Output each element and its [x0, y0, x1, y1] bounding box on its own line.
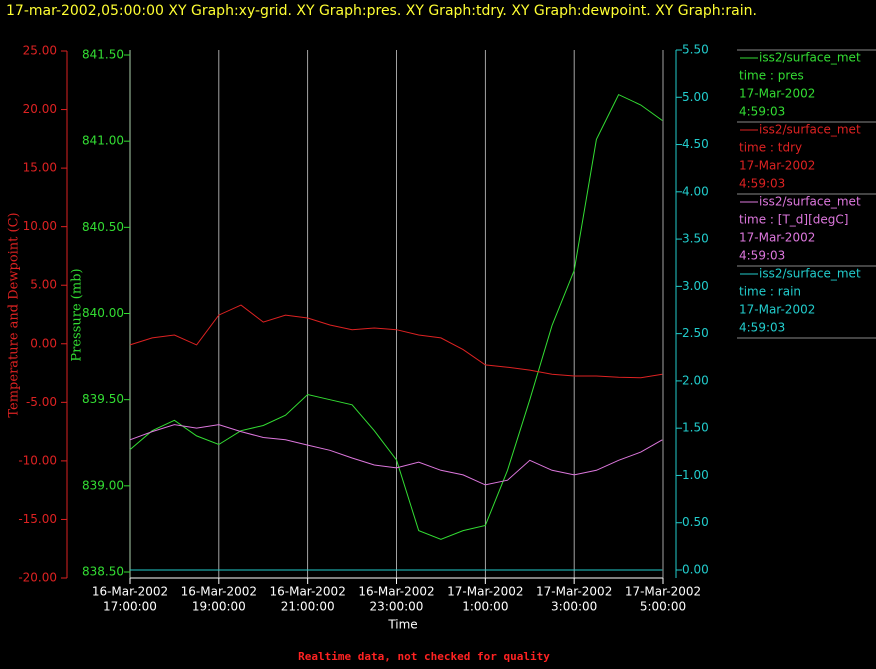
y-tick-label: 20.00: [23, 102, 57, 116]
legend-entry: time : tdry: [739, 141, 802, 155]
x-tick-label: 16-Mar-2002: [269, 585, 345, 599]
y-tick-label: 1.00: [682, 468, 709, 482]
x-tick-label: 16-Mar-2002: [181, 585, 257, 599]
y-tick-label: 5.50: [682, 43, 709, 57]
legend-entry: 17-Mar-2002: [739, 159, 815, 173]
legend-entry: 4:59:03: [739, 321, 785, 335]
y-tick-label: 2.50: [682, 326, 709, 340]
footnote: Realtime data, not checked for quality: [298, 650, 550, 663]
x-axis-label: Time: [387, 618, 417, 632]
y-tick-label: 5.00: [30, 278, 57, 292]
y-tick-label: 838.50: [82, 565, 124, 579]
series-line: [129, 424, 663, 486]
legend-entry: time : pres: [739, 69, 804, 83]
y-tick-label: 839.00: [82, 478, 124, 492]
legend-entry: iss2/surface_met: [759, 195, 861, 209]
y-tick-label: 839.50: [82, 392, 124, 406]
legend-entry: 4:59:03: [739, 105, 785, 119]
y-tick-label: -5.00: [26, 395, 57, 409]
legend-entry: iss2/surface_met: [759, 267, 861, 281]
y-tick-label: 5.00: [682, 90, 709, 104]
y-tick-label: 4.00: [682, 184, 709, 198]
y-tick-label: 841.00: [82, 134, 124, 148]
y-tick-label: 10.00: [23, 219, 57, 233]
y-tick-label: 0.00: [682, 563, 709, 577]
y-tick-label: 0.50: [682, 515, 709, 529]
y-tick-label: 0.00: [30, 336, 57, 350]
y-tick-label: 2.00: [682, 373, 709, 387]
y-tick-label: 3.00: [682, 279, 709, 293]
legend-entry: iss2/surface_met: [759, 123, 861, 137]
y-tick-label: 25.00: [23, 44, 57, 58]
x-tick-label: 17-Mar-2002: [625, 585, 701, 599]
x-tick-label: 21:00:00: [281, 600, 335, 614]
y-tick-label: 841.50: [82, 48, 124, 62]
x-tick-label: 16-Mar-2002: [92, 585, 168, 599]
legend-entry: 17-Mar-2002: [739, 87, 815, 101]
x-tick-label: 5:00:00: [640, 600, 686, 614]
y-axis-label: Temperature and Dewpoint (C): [7, 212, 22, 417]
legend-entry: 17-Mar-2002: [739, 303, 815, 317]
y-tick-label: 4.50: [682, 137, 709, 151]
y-tick-label: 15.00: [23, 161, 57, 175]
x-tick-label: 17:00:00: [103, 600, 157, 614]
series-line: [129, 93, 663, 540]
y-tick-label: -20.00: [18, 571, 57, 585]
y-tick-label: 840.50: [82, 220, 124, 234]
x-tick-label: 17-Mar-2002: [447, 585, 523, 599]
x-tick-label: 16-Mar-2002: [358, 585, 434, 599]
legend-entry: iss2/surface_met: [759, 51, 861, 65]
x-tick-label: 17-Mar-2002: [536, 585, 612, 599]
legend-entry: 4:59:03: [739, 249, 785, 263]
series-line: [129, 304, 663, 379]
y-tick-label: -15.00: [18, 512, 57, 526]
legend-entry: time : [T_d][degC]: [739, 213, 848, 227]
legend-entry: 4:59:03: [739, 177, 785, 191]
legend-entry: time : rain: [739, 285, 801, 299]
y-tick-label: 840.00: [82, 306, 124, 320]
x-tick-label: 3:00:00: [551, 600, 597, 614]
x-tick-label: 19:00:00: [192, 600, 246, 614]
y-tick-label: 1.50: [682, 421, 709, 435]
y-tick-label: -10.00: [18, 453, 57, 467]
legend-entry: 17-Mar-2002: [739, 231, 815, 245]
x-tick-label: 23:00:00: [370, 600, 424, 614]
y-tick-label: 3.50: [682, 232, 709, 246]
y3-axis-label: Pressure (mb): [70, 268, 85, 361]
x-tick-label: 1:00:00: [462, 600, 508, 614]
chart-title: 17-mar-2002,05:00:00 XY Graph:xy-grid. X…: [6, 3, 757, 19]
